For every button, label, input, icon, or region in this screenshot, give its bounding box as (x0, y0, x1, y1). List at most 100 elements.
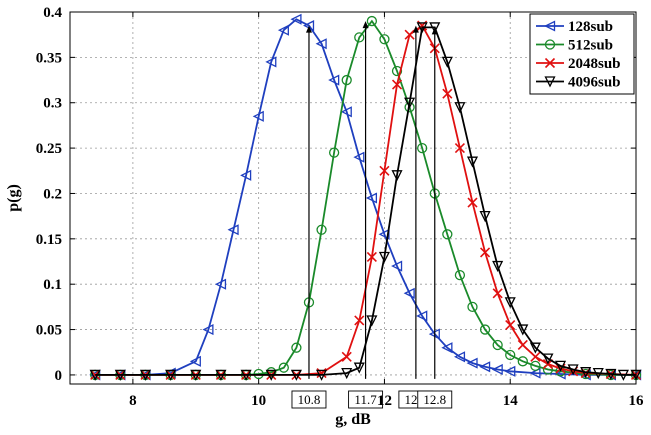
x-stroke (544, 57, 556, 69)
data-point-128sub (416, 310, 428, 322)
data-point-512sub (328, 147, 340, 158)
data-point-128sub (466, 357, 478, 369)
series-line-4096sub (95, 26, 636, 376)
x-stroke (467, 197, 478, 208)
data-point-4096sub (466, 156, 479, 168)
annotation-box (291, 390, 327, 409)
data-point-4096sub (554, 360, 567, 372)
annotation-11-7: 11.7 (348, 21, 384, 409)
data-point-2048sub (404, 29, 415, 40)
data-point-2048sub (354, 315, 365, 326)
data-point-4096sub (139, 369, 152, 381)
x-tick-label: 16 (629, 393, 645, 409)
data-point-512sub (291, 342, 302, 353)
data-point-512sub (505, 349, 516, 361)
data-point-4096sub (240, 369, 252, 381)
data-point-512sub (391, 65, 403, 77)
x-stroke (442, 88, 453, 99)
data-point-4096sub (89, 369, 101, 381)
data-point-2048sub (517, 339, 528, 351)
annotation-arrow-head (431, 27, 438, 35)
legend-label: 512sub (568, 38, 613, 54)
data-point-4096sub (391, 170, 403, 182)
data-point-512sub (530, 360, 541, 372)
annotation-arrow-head (305, 25, 312, 33)
annotation-arrow-head (362, 21, 369, 29)
x-stroke (391, 79, 403, 90)
legend-entry-4096sub: 4096sub (536, 75, 621, 91)
annotation-box (417, 390, 453, 409)
data-point-128sub (240, 169, 252, 181)
x-stroke (341, 351, 352, 362)
y-tick-label: 0.2 (43, 186, 62, 202)
annotation-group: 10.8 11.7 12.512.8 (291, 21, 453, 409)
data-point-2048sub (341, 351, 352, 362)
data-point-4096sub (378, 251, 390, 263)
data-point-512sub (467, 301, 478, 313)
y-axis-label: p(g) (5, 184, 22, 212)
y-tick-label: 0.4 (43, 5, 62, 21)
data-point-512sub (278, 362, 289, 373)
data-point-128sub (214, 278, 227, 290)
axis-ticks: 0 0.05 0.1 0.15 0.2 0.25 0.3 0.35 0.4 8 10 12 14 16 (36, 5, 644, 409)
data-point-512sub (354, 32, 365, 43)
data-point-2048sub (366, 251, 377, 263)
data-point-512sub (316, 224, 327, 235)
annotation-label: 11.7 (354, 392, 377, 407)
data-point-2048sub (467, 197, 478, 208)
data-point-2048sub (492, 288, 503, 299)
data-point-4096sub (592, 367, 604, 380)
data-point-4096sub (190, 369, 202, 381)
data-point-4096sub (580, 367, 592, 379)
data-point-128sub (315, 38, 327, 50)
data-point-4096sub (341, 367, 353, 380)
legend-label: 4096sub (568, 75, 621, 91)
x-stroke (530, 351, 541, 362)
x-stroke (505, 319, 516, 331)
data-point-4096sub (114, 369, 126, 381)
y-tick-label: 0.15 (36, 232, 62, 248)
legend-entry-512sub: 512sub (536, 38, 613, 54)
data-point-512sub (479, 324, 491, 335)
data-point-2048sub (90, 369, 101, 380)
data-point-4096sub (605, 368, 617, 380)
data-point-512sub (442, 229, 453, 240)
annotation-10-8: 10.8 (291, 25, 327, 409)
data-point-512sub (517, 356, 528, 367)
data-point-4096sub (404, 97, 416, 109)
data-point-512sub (492, 339, 503, 351)
x-stroke (480, 247, 491, 258)
data-point-2048sub (391, 79, 403, 90)
data-point-512sub (341, 74, 352, 86)
data-point-128sub (365, 192, 378, 204)
series-4096sub (89, 22, 642, 381)
data-point-128sub (479, 361, 491, 373)
data-point-2048sub (379, 165, 390, 176)
x-stroke (454, 143, 465, 154)
data-point-4096sub (454, 102, 466, 114)
data-point-2048sub (480, 247, 491, 258)
x-stroke (404, 29, 415, 40)
data-point-2048sub (442, 88, 453, 99)
data-point-2048sub (505, 319, 516, 331)
data-point-512sub (417, 142, 428, 154)
data-point-512sub (266, 367, 277, 378)
data-point-128sub (403, 287, 415, 299)
data-point-4096sub (567, 364, 579, 376)
annotation-12-5: 12.5 (398, 25, 434, 409)
x-tick-label: 14 (503, 393, 519, 409)
data-point-128sub (290, 13, 302, 25)
data-point-512sub (366, 15, 378, 27)
y-tick-label: 0.25 (36, 141, 62, 157)
annotation-label: 12.8 (423, 392, 446, 407)
legend-marker (544, 76, 556, 88)
legend-label: 128sub (568, 19, 613, 35)
x-stroke (90, 369, 101, 380)
legend: 128sub 512sub 2048sub 4096sub (529, 13, 635, 95)
legend-marker (544, 39, 556, 50)
y-tick-label: 0.35 (36, 50, 62, 66)
data-point-4096sub (366, 315, 378, 327)
x-stroke (492, 288, 503, 299)
legend-entry-2048sub: 2048sub (536, 56, 621, 72)
